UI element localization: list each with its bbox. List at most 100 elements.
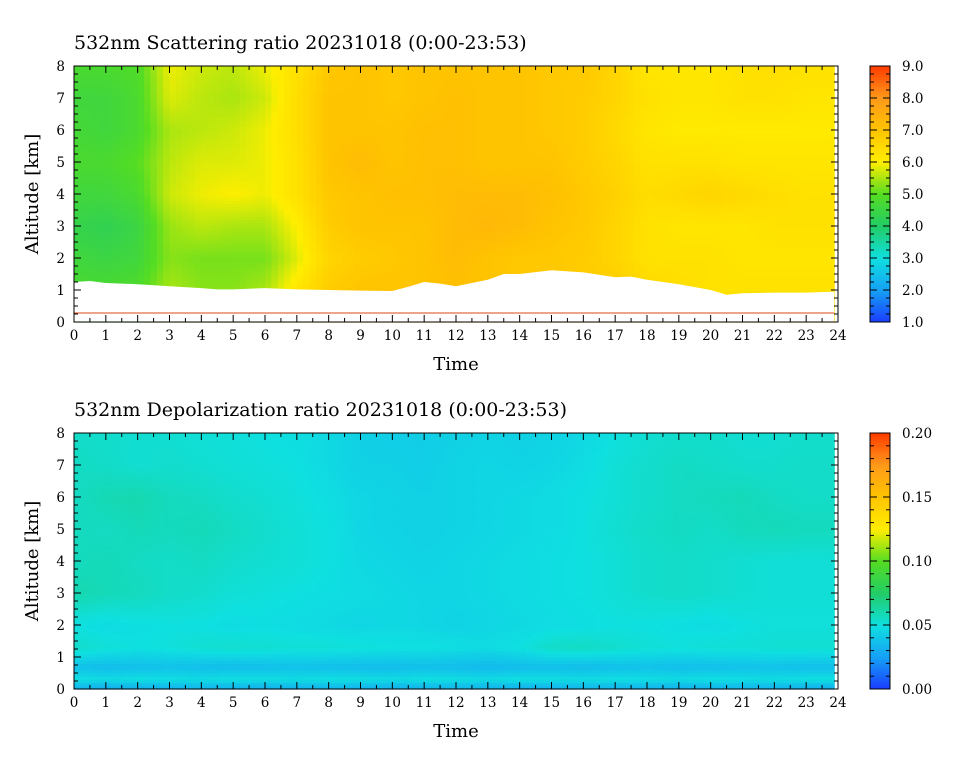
scattering-ratio-cell xyxy=(86,75,94,80)
scattering-ratio-cell xyxy=(214,197,222,201)
scattering-ratio-cell xyxy=(144,206,151,211)
scattering-ratio-cell xyxy=(214,85,222,89)
scattering-ratio-cell xyxy=(188,213,196,217)
scattering-ratio-cell xyxy=(156,171,164,176)
scattering-ratio-cell xyxy=(99,197,107,201)
scattering-ratio-cell xyxy=(105,267,113,272)
scattering-ratio-cell xyxy=(80,72,88,77)
scattering-ratio-cell xyxy=(201,254,209,259)
scattering-ratio-cell xyxy=(175,107,183,112)
scattering-ratio-cell xyxy=(233,274,241,278)
scattering-ratio-cell xyxy=(233,194,241,198)
scattering-ratio-cell xyxy=(169,142,177,147)
scattering-ratio-cell xyxy=(118,120,126,125)
scattering-ratio-cell xyxy=(182,274,190,278)
scattering-ratio-cell xyxy=(150,238,158,243)
scattering-ratio-cell xyxy=(220,283,228,288)
scattering-ratio-cell xyxy=(156,238,164,243)
scattering-ratio-cell xyxy=(188,107,196,112)
scattering-ratio-cell xyxy=(220,72,228,77)
scattering-ratio-cell xyxy=(112,98,120,102)
scattering-ratio-cell xyxy=(144,130,151,134)
scattering-ratio-cell xyxy=(86,110,94,115)
scattering-ratio-cell xyxy=(220,69,228,73)
scattering-ratio-cell xyxy=(226,254,234,259)
scattering-ratio-cell xyxy=(214,194,222,198)
scattering-ratio-cell xyxy=(156,174,164,179)
scattering-ratio-cell xyxy=(245,69,253,73)
scattering-ratio-cell xyxy=(233,155,241,160)
scattering-ratio-cell xyxy=(144,155,151,160)
scattering-ratio-cell xyxy=(156,72,164,77)
scattering-ratio-cell xyxy=(137,251,145,256)
scattering-ratio-cell xyxy=(86,69,94,73)
scattering-ratio-cell xyxy=(214,261,222,265)
scattering-ratio-cell xyxy=(220,104,228,109)
scattering-ratio-cell xyxy=(188,158,196,163)
scattering-ratio-cell xyxy=(80,136,88,141)
scattering-ratio-cell xyxy=(239,110,247,115)
scattering-ratio-cell xyxy=(258,165,266,169)
scattering-ratio-cell xyxy=(150,91,158,96)
scattering-ratio-cell xyxy=(220,242,228,246)
scattering-ratio-cell xyxy=(105,248,113,253)
scattering-ratio-cell xyxy=(175,248,183,253)
scattering-ratio-cell xyxy=(258,254,266,259)
scattering-ratio-cell xyxy=(214,130,222,134)
scattering-ratio-cell xyxy=(175,194,183,198)
scattering-ratio-cell xyxy=(131,184,139,189)
scattering-ratio-cell xyxy=(105,277,113,281)
scattering-ratio-cell xyxy=(86,136,94,141)
scattering-ratio-cell xyxy=(226,210,234,214)
scattering-ratio-cell xyxy=(245,120,253,125)
scattering-ratio-cell xyxy=(239,245,247,249)
scattering-ratio-cell xyxy=(182,197,190,201)
scattering-ratio-cell xyxy=(258,222,266,227)
scattering-ratio-cell xyxy=(207,286,215,291)
scattering-ratio-cell xyxy=(131,165,139,169)
scattering-ratio-cell xyxy=(245,184,253,189)
scattering-ratio-cell xyxy=(258,155,266,160)
scattering-ratio-cell xyxy=(112,69,120,73)
scattering-ratio-cell xyxy=(252,226,260,230)
scattering-ratio-cell xyxy=(112,277,120,281)
scattering-ratio-cell xyxy=(194,222,202,227)
scattering-ratio-cell xyxy=(105,130,113,134)
scattering-ratio-cell xyxy=(131,251,139,256)
scattering-ratio-cell xyxy=(214,210,222,214)
scattering-ratio-cell xyxy=(156,78,164,83)
scattering-ratio-cell xyxy=(99,72,107,77)
scattering-ratio-cell xyxy=(194,117,202,121)
scattering-ratio-cell xyxy=(239,197,247,201)
scattering-ratio-cell xyxy=(245,261,253,265)
scattering-ratio-cell xyxy=(252,277,260,281)
scattering-ratio-cell xyxy=(201,107,209,112)
scattering-ratio-cell xyxy=(265,264,272,269)
scattering-ratio-cell xyxy=(131,254,139,259)
scattering-ratio-cell xyxy=(188,149,196,153)
scattering-ratio-cell xyxy=(80,229,88,233)
scattering-ratio-cell xyxy=(214,146,222,150)
scattering-ratio-cell xyxy=(182,190,190,195)
scattering-ratio-cell xyxy=(239,94,247,99)
scattering-ratio-cell xyxy=(86,88,94,93)
scattering-ratio-cell xyxy=(131,187,139,192)
scattering-ratio-cell xyxy=(99,139,107,144)
scattering-ratio-cell xyxy=(258,235,266,240)
scattering-ratio-cell xyxy=(258,85,266,89)
scattering-ratio-cell xyxy=(105,232,113,237)
scattering-ratio-cell xyxy=(182,155,190,160)
scattering-ratio-cell xyxy=(150,158,158,163)
scattering-ratio-cell xyxy=(163,254,171,259)
scattering-ratio-cell xyxy=(99,226,107,230)
scattering-ratio-cell xyxy=(112,258,120,262)
scattering-ratio-cell xyxy=(131,139,139,144)
scattering-ratio-cell xyxy=(80,174,88,179)
scattering-ratio-cell xyxy=(182,187,190,192)
scattering-ratio-cell xyxy=(175,216,183,221)
scattering-ratio-cell xyxy=(99,222,107,227)
scattering-ratio-cell xyxy=(118,248,126,253)
scattering-ratio-cell xyxy=(207,152,215,157)
scattering-ratio-cell xyxy=(150,226,158,230)
scattering-ratio-cell xyxy=(80,66,88,70)
